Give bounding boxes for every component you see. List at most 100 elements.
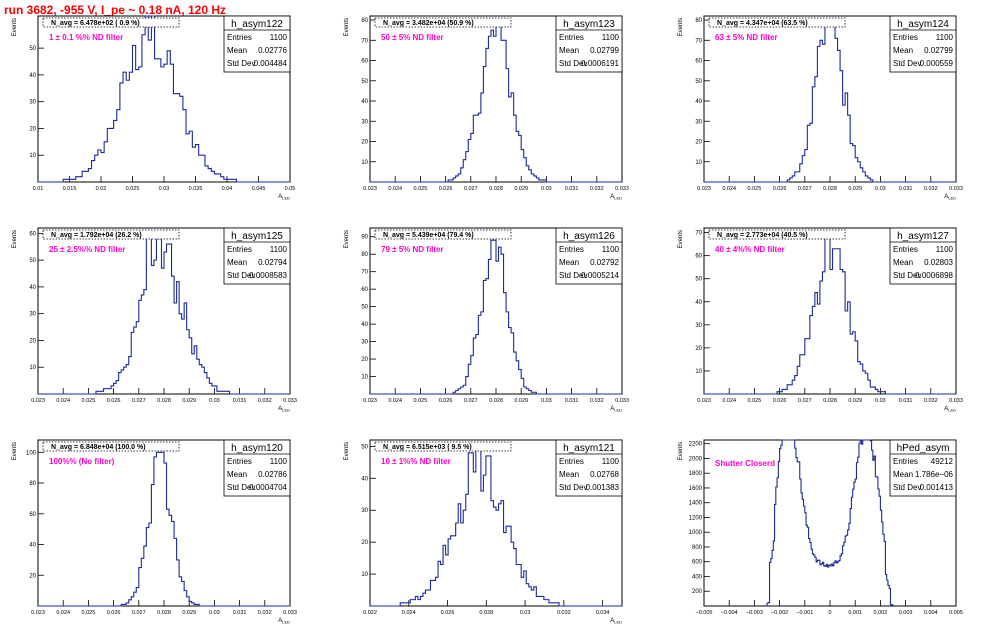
stat-label: Entries (893, 457, 918, 466)
stat-label: Std Dev (227, 483, 255, 492)
stats-box-frame (555, 439, 623, 497)
stat-value: 0.02794 (258, 258, 287, 267)
x-tick-label: 0.026 (441, 610, 455, 616)
x-tick-label: 0.026 (773, 186, 787, 192)
x-tick-label: 0.028 (489, 186, 503, 192)
stat-value: 1100 (270, 457, 288, 466)
y-axis-title: Events (344, 230, 350, 248)
y-tick-label: 30 (361, 119, 368, 125)
histogram-panel-h_asym122: 10 20 30 40 50 0.01 0.015 0.02 0.025 0.03 0.035 0.0… (12, 15, 296, 201)
x-tick-label: 0.031 (565, 186, 579, 192)
histogram-line (370, 239, 622, 395)
y-tick-label: 30 (695, 323, 702, 329)
x-axis-title: ALED (610, 194, 622, 201)
y-tick-label: 40 (29, 73, 36, 79)
x-tick-label: 0.05 (285, 186, 296, 192)
x-tick-label: 0.03 (209, 610, 220, 616)
x-tick-label: 0.03 (159, 186, 170, 192)
stats-box-frame (223, 227, 291, 285)
stat-label: Entries (893, 245, 918, 254)
navg-label: N_avg = 5.439e+04 (79.4 %) (383, 232, 474, 239)
x-tick-label: 0.028 (823, 398, 837, 404)
x-tick-label: 0.01 (33, 186, 44, 192)
y-tick-label: 1200 (689, 515, 703, 521)
stat-label: Mean (559, 46, 579, 55)
stat-value: 0.0008583 (249, 271, 287, 280)
y-tick-label: 30 (695, 119, 702, 125)
navg-box (374, 441, 512, 452)
stat-label: Std Dev (893, 59, 921, 68)
x-tick-label: 0.024 (388, 186, 402, 192)
x-tick-label: 0.025 (748, 186, 762, 192)
stats-box-frame (889, 227, 957, 285)
stat-label: Std Dev (227, 271, 255, 280)
x-tick-label: 0.045 (252, 186, 266, 192)
stat-value: 1100 (936, 245, 954, 254)
x-tick-label: −0.002 (771, 610, 788, 616)
y-axis-title: Events (12, 230, 18, 248)
y-tick-label: 60 (695, 59, 702, 65)
y-tick-label: 1400 (689, 501, 703, 507)
x-tick-label: 0.023 (31, 398, 45, 404)
x-tick-label: 0.025 (82, 610, 96, 616)
x-tick-label: 0.029 (514, 186, 528, 192)
x-axis-title: ALED (944, 406, 956, 413)
x-tick-label: 0.033 (283, 610, 297, 616)
y-tick-label: 10 (695, 369, 702, 375)
x-tick-label: 0.033 (615, 398, 629, 404)
x-tick-label: 0.031 (899, 186, 913, 192)
stat-value: 1100 (602, 245, 620, 254)
stat-label: Mean (893, 258, 913, 267)
navg-label: N_avg = 2.773e+04 (40.5 %) (717, 232, 808, 239)
x-tick-label: −0.005 (696, 610, 713, 616)
y-tick-label: 2000 (689, 456, 703, 462)
y-tick-label: 10 (361, 375, 368, 381)
x-tick-label: 0.024 (722, 186, 736, 192)
stat-value: 0.02799 (590, 46, 619, 55)
y-tick-label: 50 (361, 79, 368, 85)
x-axis-title: ALED (610, 618, 622, 625)
y-tick-label: 2200 (689, 442, 703, 448)
y-axis-title: Events (678, 18, 684, 36)
stat-label: Std Dev (559, 59, 587, 68)
stat-value: 0.02786 (258, 470, 287, 479)
x-axis-title: ALED (944, 194, 956, 201)
stat-value: 0.02792 (590, 258, 619, 267)
navg-box (374, 17, 512, 28)
y-tick-label: 40 (361, 99, 368, 105)
x-axis-title: ALED (278, 194, 290, 201)
x-tick-label: 0.001 (848, 610, 862, 616)
x-tick-label: 0.029 (848, 398, 862, 404)
y-tick-label: 30 (29, 100, 36, 106)
y-tick-label: 10 (29, 153, 36, 159)
x-tick-label: 0.025 (126, 186, 140, 192)
x-tick-label: 0.031 (233, 398, 247, 404)
histogram-line (38, 232, 290, 395)
y-tick-label: 20 (361, 357, 368, 363)
x-tick-label: 0.026 (439, 398, 453, 404)
y-tick-label: 10 (29, 365, 36, 371)
stats-box-frame (223, 15, 291, 73)
x-tick-label: 0.025 (414, 398, 428, 404)
x-tick-label: 0.023 (363, 186, 377, 192)
y-tick-label: 70 (361, 270, 368, 276)
x-tick-label: 0.029 (514, 398, 528, 404)
histogram-panel-h_asym125: 10 20 30 40 50 60 0.023 0.024 0.025 0.026 0.027 0.0… (12, 227, 297, 413)
y-tick-label: 1000 (689, 530, 703, 536)
x-tick-label: 0.03 (209, 398, 220, 404)
x-axis-title: ALED (610, 406, 622, 413)
navg-box (374, 229, 512, 240)
x-tick-label: 0.027 (798, 398, 812, 404)
hist-name: h_asym122 (231, 19, 283, 30)
x-tick-label: 0.031 (899, 398, 913, 404)
y-tick-label: 50 (361, 444, 368, 450)
x-tick-label: 0 (828, 610, 831, 616)
stat-value: 0.0006898 (915, 271, 953, 280)
x-tick-label: 0.02 (96, 186, 107, 192)
histogram-panel-h_asym126: 10 20 30 40 50 60 70 80 90 0.023 0.024 0.025 0.026 0.… (344, 227, 629, 413)
x-tick-label: 0.027 (464, 186, 478, 192)
stat-value: 1100 (602, 457, 620, 466)
navg-box (42, 441, 180, 452)
